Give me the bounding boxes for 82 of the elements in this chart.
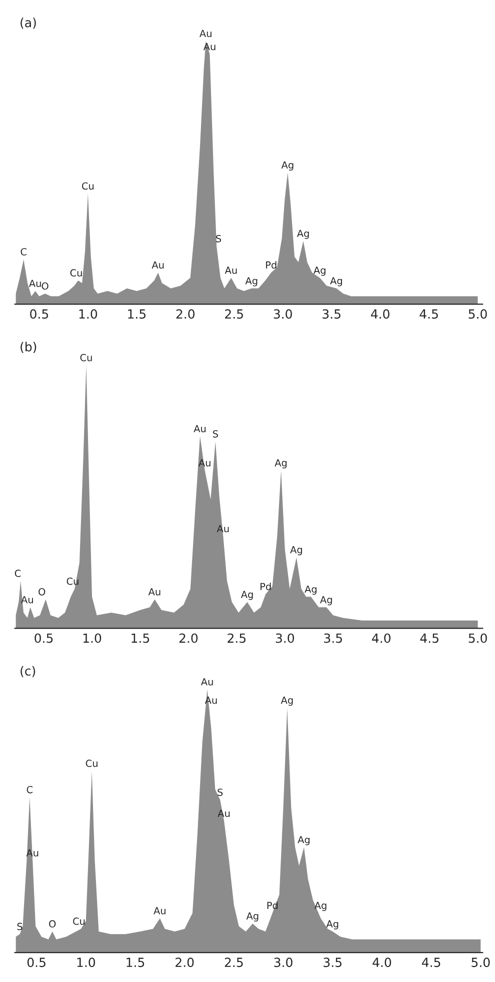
- x-tick-label: 5.0: [468, 633, 487, 643]
- annotation: Ag: [246, 912, 258, 922]
- x-tick-label: 1.5: [128, 309, 146, 319]
- annotation: Au: [200, 678, 213, 686]
- annotation: Cu: [80, 354, 92, 362]
- annotation: Cu: [82, 182, 94, 190]
- annotation: Au: [194, 425, 206, 432]
- x-tick-label: 3.5: [324, 633, 342, 643]
- annotation: Au: [152, 261, 164, 269]
- x-tick-label: 2.0: [179, 633, 198, 643]
- annotation: Cu: [73, 918, 85, 925]
- x-tick-label: 3.5: [324, 958, 342, 968]
- annotation: S: [213, 430, 218, 438]
- annotation: Ag: [298, 836, 310, 846]
- x-tick-label: 2.5: [224, 958, 243, 968]
- chart-title: (a): [20, 18, 36, 29]
- annotation: Au: [204, 696, 217, 704]
- x-tick-label: 4.0: [370, 309, 390, 319]
- x-tick-label: 4.5: [420, 634, 438, 643]
- annotation: Pd: [260, 582, 271, 590]
- annotation: C: [20, 248, 26, 256]
- x-tick-label: 4.5: [420, 309, 438, 319]
- x-tick-label: 2.0: [176, 309, 195, 319]
- x-tick-label: 2.0: [176, 958, 194, 968]
- annotation: Pd: [266, 261, 276, 269]
- x-tick-label: 1.0: [77, 958, 96, 968]
- x-tick-label: 4.0: [372, 633, 390, 643]
- x-tick-label: 3.0: [276, 633, 294, 643]
- x-tick-label: 0.5: [30, 309, 48, 319]
- annotation: Cu: [66, 578, 78, 585]
- x-tick-label: 1.5: [132, 634, 150, 643]
- annotation: S: [218, 788, 223, 796]
- annotation: Cu: [86, 760, 98, 768]
- chart-title: (c): [20, 666, 36, 678]
- x-tick-label: 1.5: [126, 958, 144, 968]
- x-tick-label: 3.0: [274, 958, 292, 968]
- x-tick-label: 2.5: [225, 309, 243, 319]
- annotation: Ag: [274, 459, 287, 468]
- annotation: Ag: [281, 161, 294, 171]
- annotation: Ag: [314, 902, 326, 911]
- annotation: O: [42, 282, 48, 290]
- annotation: Ag: [280, 696, 293, 706]
- x-tick-label: 0.5: [34, 633, 53, 643]
- x-tick-label: 3.0: [274, 309, 292, 319]
- annotation: Au: [203, 43, 216, 50]
- annotation: Ag: [290, 546, 302, 556]
- annotation: Au: [218, 810, 230, 818]
- x-tick-label: 5.0: [472, 958, 490, 968]
- x-tick-label: 1.0: [83, 633, 102, 643]
- annotation: O: [38, 588, 46, 596]
- annotation: Ag: [240, 590, 253, 600]
- annotation: S: [17, 922, 22, 930]
- annotation: Cu: [70, 269, 82, 277]
- annotation: C: [14, 570, 21, 578]
- annotation: Ag: [326, 920, 338, 930]
- x-tick-label: 4.5: [422, 958, 440, 968]
- chart-title: (b): [20, 342, 36, 353]
- annotation: Ag: [245, 277, 258, 286]
- annotation: C: [26, 786, 33, 794]
- annotation: Au: [198, 459, 210, 467]
- annotation: Ag: [304, 586, 316, 595]
- annotation: Au: [28, 280, 41, 288]
- annotation: Ag: [296, 230, 309, 239]
- x-tick-label: 4.0: [372, 958, 392, 968]
- x-tick-label: 3.5: [322, 309, 340, 319]
- x-tick-label: 2.5: [228, 633, 246, 643]
- annotation: Ag: [320, 596, 332, 606]
- annotation: Au: [216, 525, 229, 532]
- x-tick-label: 0.5: [27, 958, 46, 968]
- annotation: Ag: [314, 266, 326, 276]
- annotation: Pd: [267, 902, 278, 910]
- x-tick-label: 1.0: [79, 309, 98, 319]
- annotation: Au: [26, 849, 38, 856]
- annotation: Au: [148, 588, 160, 596]
- annotation: Au: [21, 596, 33, 604]
- annotation: Au: [154, 907, 166, 914]
- annotation: O: [49, 920, 56, 928]
- annotation: Au: [200, 30, 212, 38]
- annotation: S: [216, 234, 222, 242]
- x-tick-label: 5.0: [468, 309, 487, 319]
- annotation: Au: [224, 266, 237, 274]
- annotation: Ag: [330, 277, 342, 286]
